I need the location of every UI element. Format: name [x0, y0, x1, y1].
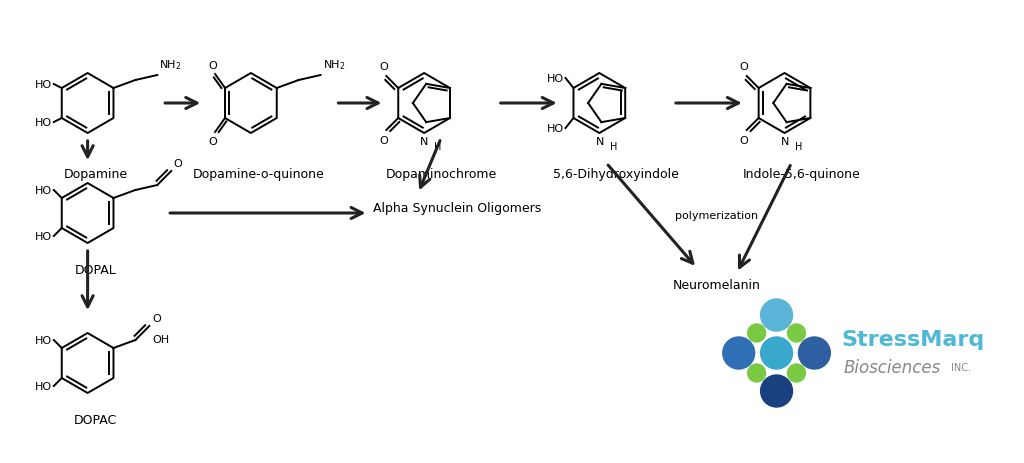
Text: HO: HO	[547, 124, 563, 134]
Text: Indole-5,6-quinone: Indole-5,6-quinone	[742, 168, 860, 181]
Text: O: O	[173, 159, 182, 169]
Text: O: O	[209, 61, 217, 71]
Text: O: O	[153, 313, 161, 323]
Text: O: O	[379, 136, 388, 146]
Text: StressMarq: StressMarq	[842, 329, 984, 349]
Text: NH$_2$: NH$_2$	[160, 58, 182, 72]
Text: O: O	[739, 136, 749, 146]
Circle shape	[748, 364, 766, 382]
Text: HO: HO	[35, 232, 52, 242]
Text: Biosciences: Biosciences	[843, 358, 940, 376]
Text: HO: HO	[35, 335, 52, 345]
Text: DOPAL: DOPAL	[75, 263, 117, 276]
Text: H: H	[795, 142, 802, 152]
Text: O: O	[379, 62, 388, 72]
Text: Dopamine-o-quinone: Dopamine-o-quinone	[193, 168, 325, 181]
Text: O: O	[739, 62, 749, 72]
Circle shape	[787, 324, 806, 342]
Text: Neuromelanin: Neuromelanin	[673, 278, 761, 291]
Text: 5,6-Dihydroxyindole: 5,6-Dihydroxyindole	[553, 168, 679, 181]
Text: N: N	[596, 137, 604, 147]
Text: H: H	[609, 142, 617, 152]
Text: HO: HO	[35, 118, 52, 128]
Circle shape	[761, 300, 793, 332]
Circle shape	[787, 364, 806, 382]
Text: N: N	[780, 137, 790, 147]
Text: HO: HO	[35, 80, 52, 90]
Text: HO: HO	[35, 186, 52, 195]
Text: NH$_2$: NH$_2$	[323, 58, 345, 72]
Text: Dopamine: Dopamine	[63, 168, 128, 181]
Text: Alpha Synuclein Oligomers: Alpha Synuclein Oligomers	[374, 202, 542, 215]
Circle shape	[761, 375, 793, 407]
Circle shape	[748, 324, 766, 342]
Text: DOPAC: DOPAC	[74, 413, 117, 426]
Circle shape	[799, 337, 830, 369]
Circle shape	[723, 337, 755, 369]
Text: HO: HO	[547, 74, 563, 84]
Text: INC.: INC.	[950, 362, 971, 372]
Text: N: N	[420, 137, 429, 147]
Text: H: H	[434, 142, 441, 152]
Text: O: O	[209, 137, 217, 147]
Circle shape	[761, 337, 793, 369]
Text: Dopaminochrome: Dopaminochrome	[385, 168, 497, 181]
Text: OH: OH	[153, 334, 169, 344]
Text: polymerization: polymerization	[675, 211, 759, 220]
Text: HO: HO	[35, 381, 52, 391]
